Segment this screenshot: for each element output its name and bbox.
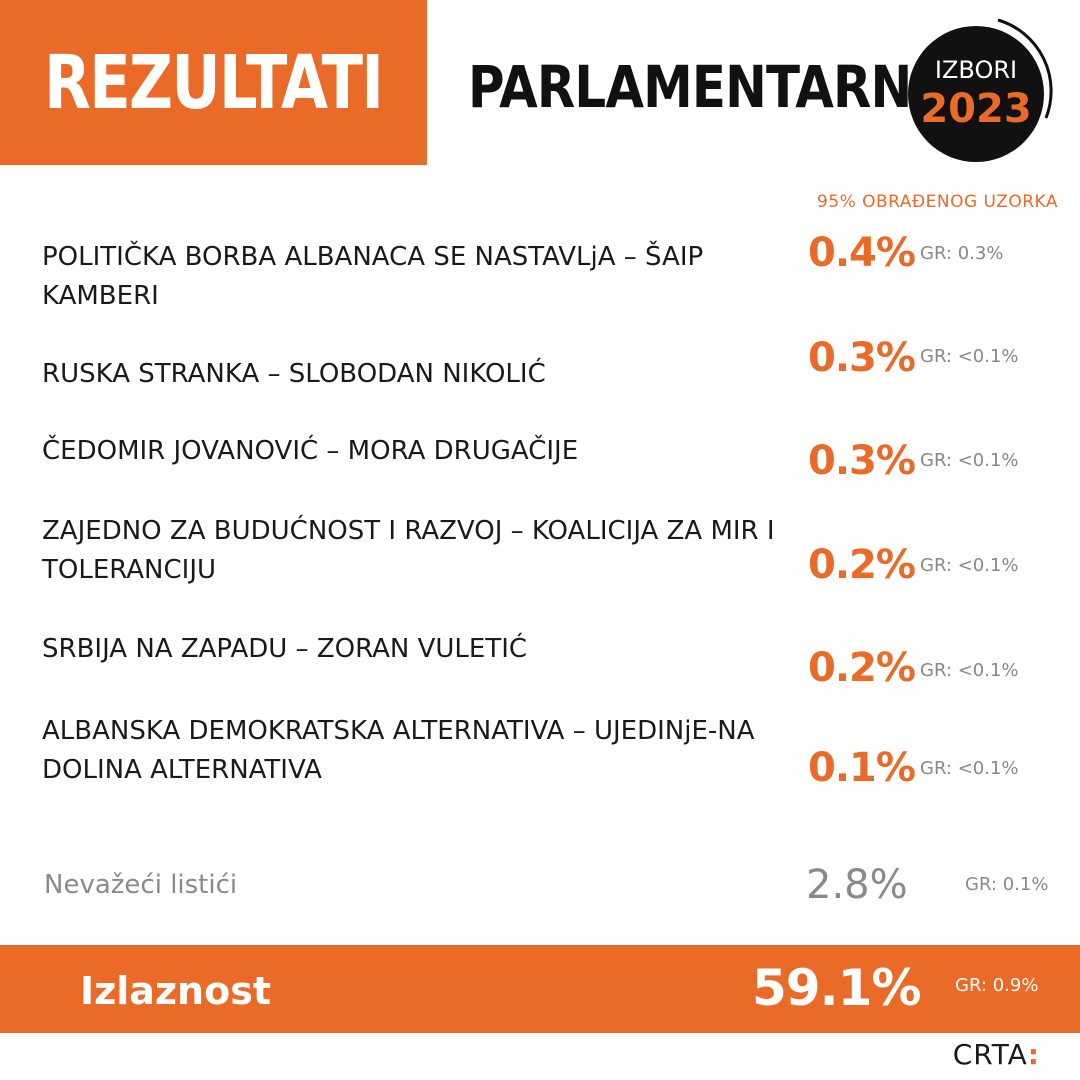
- party-percent: 0.2%: [808, 542, 916, 588]
- page-title: REZULTATI: [44, 39, 384, 126]
- sample-note: 95% OBRAĐENOG UZORKA: [816, 192, 1058, 212]
- party-name: SRBIJA NA ZAPADU – ZORAN VULETIĆ: [42, 634, 528, 664]
- party-name: ČEDOMIR JOVANOVIĆ – MORA DRUGAČIJE: [42, 436, 579, 466]
- party-percent: 0.4%: [808, 230, 916, 276]
- invalid-ballots-label: Nevažeći listići: [44, 870, 238, 900]
- party-name: ZAJEDNO ZA BUDUĆNOST I RAZVOJ – KOALICIJ…: [42, 516, 775, 585]
- logo-text: CRTA: [952, 1038, 1028, 1071]
- invalid-ballots-margin: GR: 0.1%: [965, 874, 1049, 895]
- badge-arc: [997, 18, 1053, 119]
- party-percent: 0.1%: [808, 745, 916, 791]
- party-margin: GR: 0.3%: [920, 243, 1004, 264]
- party-margin: GR: <0.1%: [920, 555, 1019, 576]
- party-percent: 0.3%: [808, 335, 916, 381]
- invalid-ballots-percent: 2.8%: [806, 862, 908, 908]
- turnout-bar: Izlaznost 59.1% GR: 0.9%: [0, 945, 1080, 1033]
- turnout-margin: GR: 0.9%: [955, 975, 1039, 996]
- party-margin: GR: <0.1%: [920, 660, 1019, 681]
- party-margin: GR: <0.1%: [920, 758, 1019, 779]
- badge-circle: [908, 26, 1044, 162]
- turnout-label: Izlaznost: [80, 969, 271, 1013]
- logo-colon: :: [1027, 1038, 1040, 1071]
- party-percent: 0.2%: [808, 645, 916, 691]
- party-margin: GR: <0.1%: [920, 450, 1019, 471]
- party-margin: GR: <0.1%: [920, 346, 1019, 367]
- page-subtitle: PARLAMENTARNI: [468, 53, 930, 121]
- party-name: RUSKA STRANKA – SLOBODAN NIKOLIĆ: [42, 359, 546, 389]
- elections-badge: IZBORI 2023: [908, 18, 1053, 162]
- badge-year: 2023: [920, 86, 1031, 132]
- party-name: ALBANSKA DEMOKRATSKA ALTERNATIVA – UJEDI…: [42, 716, 755, 785]
- turnout-percent: 59.1%: [752, 959, 921, 1017]
- title-banner: REZULTATI: [0, 0, 427, 165]
- badge-label: IZBORI: [935, 56, 1017, 84]
- crta-logo: CRTA:: [953, 1038, 1040, 1071]
- party-percent: 0.3%: [808, 438, 916, 484]
- party-name: POLITIČKA BORBA ALBANACA SE NASTAVLjA – …: [42, 242, 704, 311]
